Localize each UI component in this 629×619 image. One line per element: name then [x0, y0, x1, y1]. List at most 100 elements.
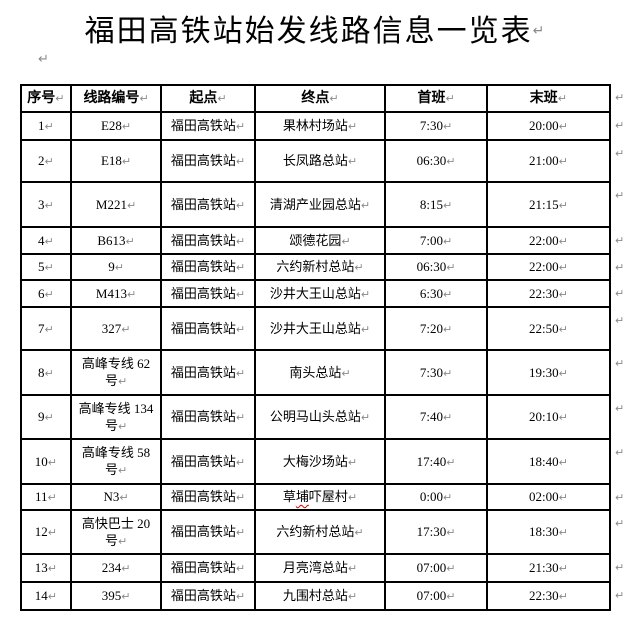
cell-end-mark-icon: ↵: [47, 562, 57, 575]
cell-text: 17:30: [416, 524, 447, 539]
cell-destination: 草埔吓屋村↵: [253, 483, 387, 511]
cell-text: 2: [38, 153, 45, 168]
cell-end-mark-icon: ↵: [446, 562, 456, 575]
cell-text: 17:40: [416, 453, 447, 469]
cell-text: 18:40: [528, 453, 559, 469]
cell-text: N3: [103, 489, 120, 504]
cell-text: 20:10: [528, 409, 559, 424]
table-row: 11↵ N3↵ 福田高铁站↵ 草埔吓屋村↵ 0:00↵ 02:00↵ ↵: [20, 483, 628, 511]
cell-destination: 清湖产业园总站↵: [253, 181, 387, 228]
cell-text: 06:30: [416, 259, 447, 274]
cell-end-mark-icon: ↵: [47, 590, 57, 603]
cell-end-mark-icon: ↵: [558, 261, 568, 274]
cell-first-bus: 6:30↵: [384, 279, 488, 308]
document-title: 福田高铁站始发线路信息一览表: [84, 15, 533, 48]
cell-end-mark-icon: ↵: [347, 455, 358, 469]
cell-text: 草: [282, 489, 296, 504]
cell-no: 4↵: [20, 226, 72, 255]
cell-end-mark-icon: ↵: [126, 287, 137, 301]
cell-text: 12: [34, 524, 48, 539]
cell-destination: 颂德花园↵: [253, 226, 387, 255]
cell-text: 福田高铁站: [170, 588, 236, 603]
col-header-no: 序号↵: [20, 84, 72, 113]
cell-origin: 福田高铁站↵: [160, 181, 256, 228]
cell-last-bus: 02:00↵: [485, 483, 611, 511]
cell-end-mark-icon: ↵: [341, 234, 351, 248]
table-row: 6↵ M413↵ 福田高铁站↵ 沙井大王山总站↵ 6:30↵ 22:30↵ ↵: [20, 279, 628, 308]
cell-text: 南头总站: [289, 364, 342, 380]
cell-end-mark-icon: ↵: [347, 155, 358, 168]
paragraph-mark-icon: ↵: [38, 52, 49, 67]
cell-text: 福田高铁站: [170, 259, 236, 274]
cell-end-mark-icon: ↵: [360, 287, 371, 301]
row-end-area: ↵: [609, 350, 628, 395]
cell-end-mark-icon: ↵: [347, 491, 358, 504]
cell-origin: 福田高铁站↵: [160, 253, 256, 281]
cell-last-bus: 22:30↵: [485, 279, 611, 308]
cell-end-mark-icon: ↵: [446, 590, 456, 603]
cell-first-bus: 17:30↵: [384, 509, 488, 555]
cell-end-mark-icon: ↵: [121, 322, 131, 336]
cell-end-mark-icon: ↵: [235, 198, 246, 212]
cell-text: 福田高铁站: [170, 118, 236, 133]
cell-text: 395: [101, 588, 122, 603]
cell-origin: 福田高铁站↵: [160, 394, 256, 440]
cell-text: 六约新村总站: [276, 524, 355, 539]
cell-origin: 福田高铁站↵: [160, 226, 256, 255]
cell-text: 福田高铁站: [170, 409, 236, 424]
cell-end-mark-icon: ↵: [347, 562, 358, 575]
cell-last-bus: 22:50↵: [485, 306, 611, 351]
cell-last-bus: 20:10↵: [485, 394, 611, 440]
row-end-area: ↵: [609, 582, 628, 610]
cell-end-mark-icon: ↵: [443, 491, 453, 504]
cell-end-mark-icon: ↵: [47, 526, 57, 539]
cell-end-mark-icon: ↵: [446, 526, 456, 539]
row-end-area: ↵: [609, 182, 628, 227]
cell-text: 长凤路总站: [282, 153, 348, 168]
cell-last-bus: 21:00↵: [485, 139, 611, 183]
cell-route: 高峰专线 134 号↵: [69, 394, 163, 440]
cell-text: M221: [95, 196, 127, 212]
col-header-first-bus: 首班↵: [384, 84, 488, 113]
cell-end-mark-icon: ↵: [119, 491, 129, 504]
cell-end-mark-icon: ↵: [235, 455, 246, 469]
table-row: 1↵ E28↵ 福田高铁站↵ 果林村场站↵ 7:30↵ 20:00↵ ↵: [20, 111, 628, 141]
cell-text: 06:30: [416, 153, 447, 168]
cell-no: 7↵: [20, 306, 72, 351]
row-end-mark-icon: ↵: [614, 147, 625, 160]
cell-text: 沙井大王山总站: [269, 320, 361, 336]
row-end-mark-icon: ↵: [614, 234, 625, 247]
cell-origin: 福田高铁站↵: [160, 139, 256, 183]
cell-origin: 福田高铁站↵: [160, 438, 256, 485]
cell-destination: 九围村总站↵: [253, 581, 387, 611]
cell-origin: 福田高铁站↵: [160, 509, 256, 555]
cell-origin: 福田高铁站↵: [160, 483, 256, 511]
cell-end-mark-icon: ↵: [557, 92, 567, 105]
col-header-label: 线路编号: [83, 91, 140, 106]
cell-text: 02:00: [528, 489, 559, 504]
cell-end-mark-icon: ↵: [235, 491, 246, 504]
row-end-area: ↵: [609, 439, 628, 484]
cell-end-mark-icon: ↵: [558, 491, 568, 504]
cell-text: 福田高铁站: [170, 320, 236, 336]
row-end-area: ↵: [609, 140, 628, 182]
cell-end-mark-icon: ↵: [117, 464, 128, 477]
cell-end-mark-icon: ↵: [354, 526, 364, 539]
cell-text: B613: [97, 232, 126, 248]
cell-end-mark-icon: ↵: [558, 562, 568, 575]
cell-end-mark-icon: ↵: [235, 562, 246, 575]
cell-end-mark-icon: ↵: [44, 261, 54, 274]
cell-origin: 福田高铁站↵: [160, 306, 256, 351]
cell-text: 8:15: [419, 196, 444, 212]
cell-text: 福田高铁站: [170, 285, 236, 301]
cell-text: 14: [34, 588, 48, 603]
cell-end-mark-icon: ↵: [558, 455, 568, 469]
cell-end-mark-icon: ↵: [235, 155, 246, 168]
cell-no: 9↵: [20, 394, 72, 440]
row-end-mark-icon: ↵: [614, 119, 625, 132]
cell-end-mark-icon: ↵: [558, 198, 568, 212]
spellcheck-underline: 埔: [295, 489, 309, 504]
cell-route: 327↵: [69, 306, 163, 351]
cell-end-mark-icon: ↵: [235, 287, 246, 301]
row-end-area: ↵: [609, 112, 628, 140]
